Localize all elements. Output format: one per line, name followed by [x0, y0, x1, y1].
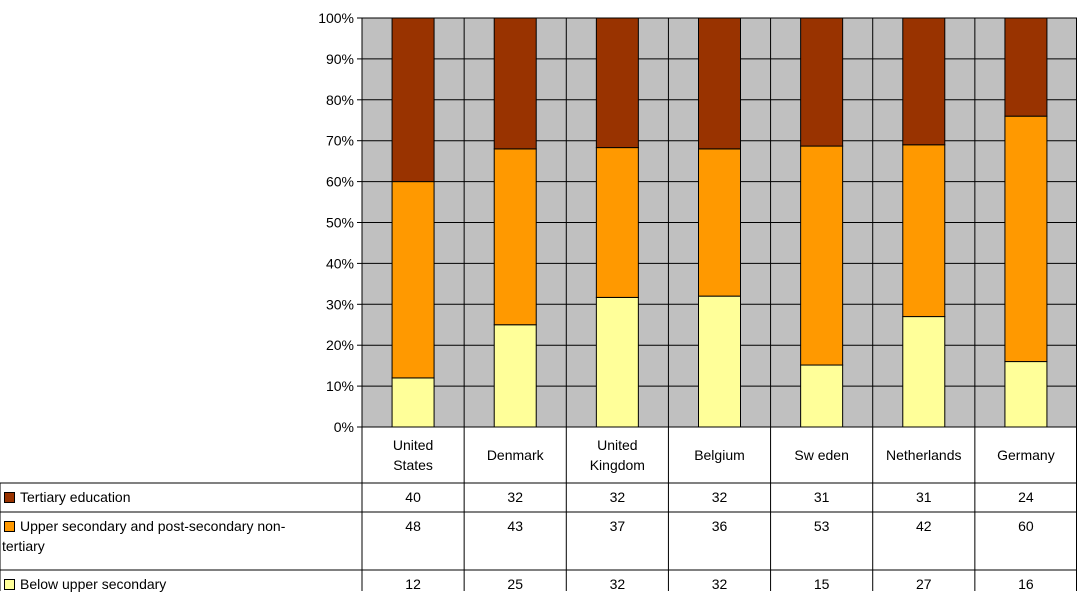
legend-label-line: tertiary: [2, 538, 45, 554]
legend-label-line: Upper secondary and post-secondary non-: [20, 518, 286, 534]
bar-segment: [493, 324, 537, 428]
legend-label-line: Below upper secondary: [20, 576, 167, 592]
table-value: 12: [405, 576, 421, 592]
bar-segment: [698, 295, 741, 428]
y-tick-label: 20%: [326, 337, 354, 353]
bar-segment: [595, 17, 639, 149]
table-value: 32: [711, 489, 728, 505]
bar-segment: [800, 364, 844, 428]
bar-segment: [1004, 115, 1048, 363]
table-value: 25: [507, 576, 523, 592]
table-value: 60: [1018, 518, 1034, 534]
bar-segment: [698, 17, 741, 150]
category-label: Sw eden: [771, 427, 873, 483]
category-label-line: Denmark: [486, 447, 544, 463]
table-value: 40: [405, 489, 421, 505]
category-label: Belgium: [668, 427, 770, 483]
legend-entry: Upper secondary and post-secondary non-t…: [2, 516, 354, 556]
bar-segment: [493, 148, 537, 326]
bar-segment: [800, 145, 844, 366]
category-label: United Kingdom: [566, 427, 668, 483]
y-tick-label: 40%: [326, 255, 354, 271]
legend-entry: Tertiary education: [2, 487, 354, 507]
table-value: 32: [609, 489, 626, 505]
y-tick-label: 90%: [326, 51, 354, 67]
table-value: 32: [507, 489, 523, 505]
table-value: 53: [813, 518, 830, 534]
y-tick-label: 100%: [318, 10, 354, 26]
table-value: 32: [609, 576, 626, 592]
table-value: 37: [609, 518, 626, 534]
y-tick-label: 0%: [334, 419, 354, 435]
bar-segment: [595, 296, 639, 428]
bar-segment: [493, 17, 537, 150]
category-label-line: Belgium: [694, 447, 745, 463]
table-value: 27: [915, 576, 932, 592]
legend-swatch: [4, 492, 15, 503]
table-value: 43: [507, 518, 523, 534]
category-label-line: Kingdom: [589, 457, 645, 473]
category-label: Netherlands: [873, 427, 975, 483]
legend-entry: Below upper secondary: [2, 574, 354, 594]
category-label-line: United: [392, 437, 434, 453]
table-value: 32: [711, 576, 728, 592]
bar-segment: [902, 316, 946, 428]
y-tick-label: 70%: [326, 133, 354, 149]
category-label: Denmark: [464, 427, 566, 483]
legend-swatch: [4, 521, 15, 532]
bar-segment: [391, 181, 435, 379]
category-label-line: Netherlands: [886, 447, 962, 463]
y-tick-label: 60%: [326, 174, 354, 190]
bar-segment: [902, 144, 946, 318]
legend-label-line: Tertiary education: [20, 489, 131, 505]
table-value: 24: [1018, 489, 1034, 505]
category-label: Germany: [975, 427, 1077, 483]
legend-label: Upper secondary and post-secondary non-t…: [2, 516, 286, 556]
y-tick-label: 80%: [326, 92, 354, 108]
category-label-line: United: [597, 437, 638, 453]
table-value: 16: [1018, 576, 1034, 592]
category-label: United States: [362, 427, 464, 483]
y-tick-label: 50%: [326, 215, 354, 231]
bar-segment: [698, 148, 741, 297]
legend-swatch: [4, 579, 15, 590]
bar-segment: [595, 147, 639, 298]
category-label-line: Germany: [997, 447, 1055, 463]
table-value: 31: [915, 489, 932, 505]
bar-segment: [1004, 361, 1048, 428]
category-label-line: Sw eden: [794, 447, 849, 463]
y-tick-label: 30%: [326, 296, 354, 312]
table-value: 48: [405, 518, 421, 534]
bar-segment: [391, 377, 435, 428]
table-value: 42: [915, 518, 932, 534]
legend-label: Below upper secondary: [20, 574, 166, 594]
table-value: 31: [813, 489, 830, 505]
y-tick-label: 10%: [326, 378, 354, 394]
bar-segment: [902, 17, 946, 146]
category-label-line: States: [393, 457, 433, 473]
table-value: 15: [813, 576, 830, 592]
bar-segment: [800, 17, 844, 147]
bar-segment: [1004, 17, 1048, 117]
table-value: 36: [711, 518, 728, 534]
bar-segment: [391, 17, 435, 183]
legend-label: Tertiary education: [20, 487, 131, 507]
